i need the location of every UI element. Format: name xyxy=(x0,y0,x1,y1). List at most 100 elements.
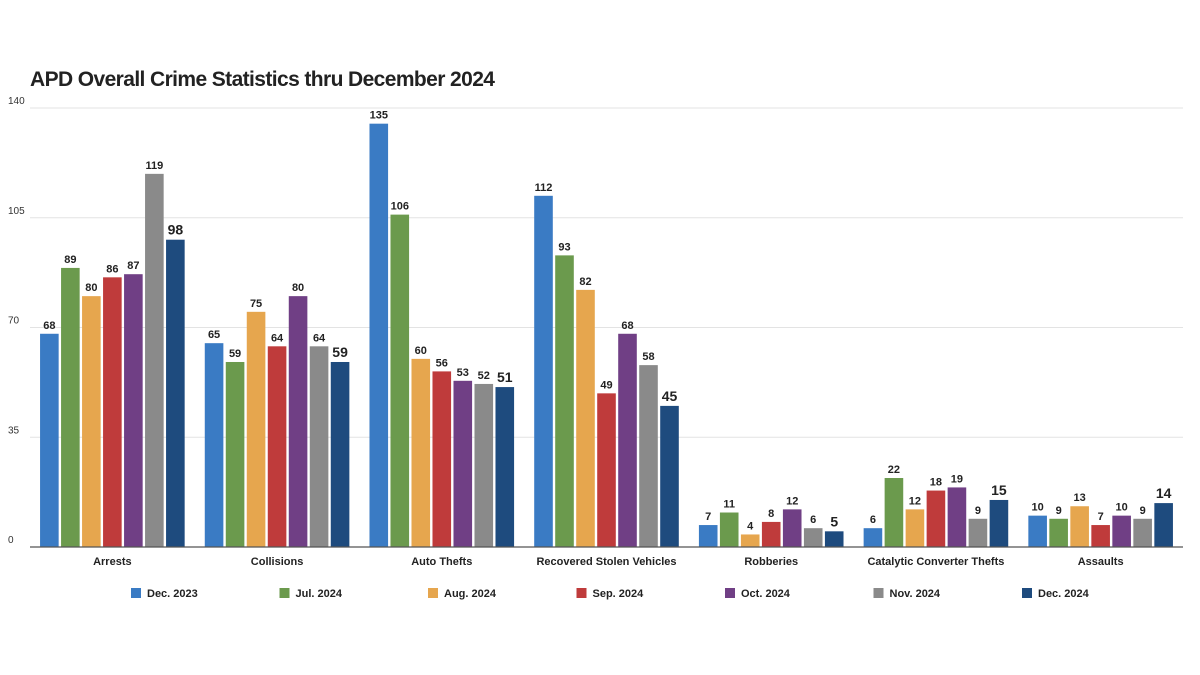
bar-sep-2024 xyxy=(597,393,616,547)
bar-aug-2024 xyxy=(246,311,266,547)
data-label: 80 xyxy=(85,282,97,294)
y-tick-label: 0 xyxy=(8,535,14,546)
bar-nov-2024 xyxy=(968,518,988,547)
legend-label: Dec. 2023 xyxy=(147,588,198,600)
bar-dec-2024 xyxy=(495,387,515,547)
x-tick-label: Collisions xyxy=(251,556,304,568)
legend-swatch xyxy=(1022,588,1032,598)
y-tick-label: 140 xyxy=(8,96,25,107)
data-label: 112 xyxy=(535,182,553,194)
bar-dec-2023 xyxy=(1028,515,1047,547)
bar-nov-2024 xyxy=(1133,518,1152,547)
data-label: 18 xyxy=(930,477,942,489)
bar-oct-2024 xyxy=(618,333,637,547)
data-label: 12 xyxy=(909,495,921,507)
data-label: 106 xyxy=(391,201,409,213)
data-label: 4 xyxy=(747,520,754,532)
x-tick-label: Recovered Stolen Vehicles xyxy=(536,556,676,568)
data-label: 56 xyxy=(436,357,448,369)
legend-label: Dec. 2024 xyxy=(1038,588,1090,600)
data-label: 59 xyxy=(229,348,241,360)
data-label: 58 xyxy=(642,351,654,363)
data-label: 64 xyxy=(313,332,326,344)
bar-dec-2024 xyxy=(824,531,844,547)
bar-aug-2024 xyxy=(82,296,101,547)
bar-oct-2024 xyxy=(1112,515,1131,547)
data-label: 22 xyxy=(888,464,900,476)
data-label: 49 xyxy=(600,379,612,391)
data-label: 80 xyxy=(292,282,304,294)
bar-aug-2024 xyxy=(1070,506,1089,547)
data-label: 6 xyxy=(870,514,876,526)
bar-aug-2024 xyxy=(905,509,925,547)
x-tick-label: Arrests xyxy=(93,556,132,568)
data-label: 60 xyxy=(415,345,427,357)
data-label: 93 xyxy=(558,241,570,253)
legend-label: Jul. 2024 xyxy=(296,588,343,600)
data-label: 6 xyxy=(810,514,816,526)
bar-nov-2024 xyxy=(803,528,823,547)
legend-label: Aug. 2024 xyxy=(444,588,497,600)
data-label: 68 xyxy=(43,320,55,332)
data-label: 9 xyxy=(1140,505,1146,517)
bar-nov-2024 xyxy=(474,383,494,547)
legend-label: Sep. 2024 xyxy=(593,588,645,600)
bar-jul-2024 xyxy=(884,478,904,547)
data-label: 98 xyxy=(168,222,184,238)
bar-dec-2024 xyxy=(660,405,679,547)
bar-sep-2024 xyxy=(1091,525,1110,547)
data-label: 10 xyxy=(1116,502,1128,514)
bar-sep-2024 xyxy=(103,277,122,547)
data-label: 82 xyxy=(579,276,591,288)
bar-aug-2024 xyxy=(576,289,595,547)
data-label: 51 xyxy=(497,369,513,385)
bar-sep-2024 xyxy=(267,346,287,547)
bar-dec-2023 xyxy=(204,343,224,547)
legend-swatch xyxy=(428,588,438,598)
bars xyxy=(40,123,1173,548)
data-label: 119 xyxy=(145,160,163,172)
data-label: 75 xyxy=(250,298,262,310)
bar-oct-2024 xyxy=(124,274,143,547)
bar-nov-2024 xyxy=(309,346,329,547)
legend-swatch xyxy=(576,588,587,598)
x-tick-label: Assaults xyxy=(1078,556,1124,568)
bar-jul-2024 xyxy=(719,512,739,547)
data-label: 68 xyxy=(621,320,633,332)
data-label: 87 xyxy=(127,260,139,272)
bar-dec-2024 xyxy=(166,239,185,547)
bar-nov-2024 xyxy=(145,173,164,547)
data-label: 8 xyxy=(768,508,774,520)
bar-jul-2024 xyxy=(1049,518,1068,547)
data-label: 45 xyxy=(662,388,678,404)
data-label: 5 xyxy=(830,513,838,529)
bar-dec-2024 xyxy=(330,361,350,547)
bar-dec-2024 xyxy=(989,499,1009,547)
bar-oct-2024 xyxy=(782,509,802,547)
bar-dec-2024 xyxy=(1154,503,1173,547)
y-tick-label: 35 xyxy=(8,425,20,436)
legend-swatch xyxy=(725,588,735,598)
data-label: 86 xyxy=(106,263,118,275)
bar-nov-2024 xyxy=(639,365,658,547)
bar-dec-2023 xyxy=(534,195,553,548)
bar-dec-2023 xyxy=(369,123,389,547)
data-label: 19 xyxy=(951,473,963,485)
legend-label: Oct. 2024 xyxy=(741,588,791,600)
data-label: 59 xyxy=(332,344,348,360)
data-label: 13 xyxy=(1074,492,1086,504)
legend-swatch xyxy=(279,588,290,598)
data-label: 64 xyxy=(271,332,284,344)
data-label: 9 xyxy=(1056,505,1062,517)
bar-jul-2024 xyxy=(225,361,245,547)
data-label: 11 xyxy=(723,499,735,511)
bar-aug-2024 xyxy=(411,358,431,547)
bar-sep-2024 xyxy=(926,490,946,547)
data-label: 7 xyxy=(1098,511,1104,523)
data-label: 14 xyxy=(1156,485,1172,501)
legend-swatch xyxy=(873,588,884,598)
data-label: 12 xyxy=(786,495,798,507)
y-tick-label: 105 xyxy=(8,206,25,217)
legend: Dec. 2023 Jul. 2024 Aug. 2024 Sep. 2024 Oct.… xyxy=(131,588,1090,600)
